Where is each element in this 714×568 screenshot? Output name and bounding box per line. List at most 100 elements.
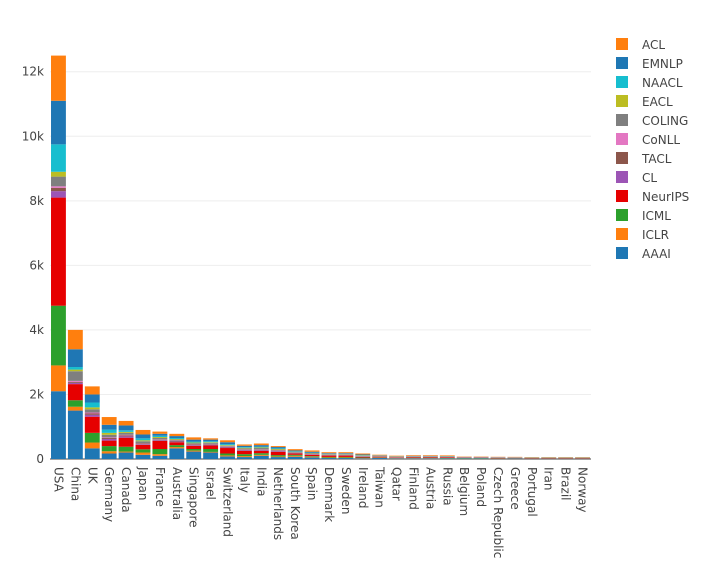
bar-segment-eacl <box>236 447 252 449</box>
bar-segment-aaai <box>372 458 388 459</box>
legend-label: NAACL <box>642 76 683 90</box>
bar-segment-acl <box>406 455 421 456</box>
bar-segment-neurips <box>186 445 202 449</box>
x-tick-label: India <box>254 467 268 496</box>
bar-segment-neurips <box>287 453 303 455</box>
bar-segment-naacl <box>236 447 252 448</box>
x-tick-label: Iran <box>542 467 556 490</box>
bar-segment-emnlp <box>203 439 219 442</box>
bar-segment-acl <box>439 455 455 457</box>
bar-segment-acl <box>135 429 151 435</box>
y-axis: 0 2k 4k 6k 8k 10k 12k <box>22 65 44 466</box>
bar-segment-cl <box>67 382 83 385</box>
bar-segment-iclr <box>304 456 320 458</box>
bar-segment-coling <box>169 439 185 441</box>
bar-segment-coling <box>253 448 269 450</box>
bar-segment-emnlp <box>67 349 83 368</box>
bar-segment-eacl <box>169 438 185 440</box>
bar-segment-neurips <box>51 197 66 306</box>
bar-segment-neurips <box>422 457 438 458</box>
bar-segment-naacl <box>67 367 83 370</box>
bar-segment-tacl <box>220 446 235 448</box>
bar-segment-conll <box>51 186 66 188</box>
bar-segment-eacl <box>186 442 202 444</box>
bar-segment-acl <box>422 455 438 456</box>
bar-segment-aaai <box>169 448 185 459</box>
bar-segment-naacl <box>186 441 202 443</box>
x-tick-label: Sweden <box>339 467 353 514</box>
bar-segment-eacl <box>203 442 219 443</box>
x-tick-label: Belgium <box>457 467 471 516</box>
bar-segment-cl <box>253 450 269 451</box>
bar-segment-eacl <box>270 448 286 450</box>
bar-segment-eacl <box>84 407 100 410</box>
bar-segment-naacl <box>169 438 185 439</box>
bar-segment-icml <box>152 448 168 455</box>
legend-label: ACL <box>642 38 665 52</box>
x-tick-label: Denmark <box>322 467 336 522</box>
bar-segment-cl <box>220 447 235 449</box>
bar-segment-coling <box>135 441 151 444</box>
bar-segment-cl <box>118 436 134 438</box>
bar-segment-aaai <box>389 458 405 459</box>
bar-segment-aaai <box>287 456 303 459</box>
x-tick-label: Portugal <box>525 467 539 517</box>
x-axis: USA China UK Germany Canada Japan France Austra… <box>51 466 589 558</box>
x-tick-label: Poland <box>474 467 488 507</box>
bar-segment-aaai <box>422 458 438 459</box>
bar-segment-tacl <box>118 435 134 437</box>
legend: ACL EMNLP NAACL EACL COLING CoNLL TACL CL NeurIP… <box>616 38 689 261</box>
bar-segment-tacl <box>101 438 117 439</box>
bar-segment-iclr <box>236 456 252 458</box>
x-tick-label: Canada <box>119 467 133 513</box>
bar-segment-emnlp <box>118 425 134 431</box>
bar-segment-eacl <box>152 437 168 439</box>
bar-segment-acl <box>203 438 219 440</box>
bar-segment-acl <box>253 443 269 446</box>
x-tick-label: USA <box>51 467 65 493</box>
bar-segment-naacl <box>84 402 100 408</box>
legend-swatch <box>616 57 628 69</box>
bar-segment-neurips <box>84 416 100 433</box>
bar-segment-emnlp <box>186 439 202 442</box>
legend-swatch <box>616 76 628 88</box>
bar-segment-acl <box>287 449 303 451</box>
bar-segment-cl <box>152 440 168 441</box>
bar-segment-emnlp <box>304 451 320 453</box>
bar-segment-aaai <box>406 458 421 459</box>
y-tick-label: 8k <box>29 194 44 208</box>
x-tick-label: Greece <box>508 467 522 510</box>
x-tick-label: Israel <box>204 467 218 500</box>
bar-segment-iclr <box>203 451 219 453</box>
legend-swatch <box>616 209 628 221</box>
x-tick-label: Austria <box>423 467 437 509</box>
bar-segment-iclr <box>101 451 117 454</box>
bar-segment-emnlp <box>355 454 371 456</box>
bar-segment-naacl <box>135 438 151 441</box>
bar-segment-acl <box>169 433 185 437</box>
bar-segment-neurips <box>135 444 151 450</box>
legend-label: TACL <box>641 152 672 166</box>
bar-segment-coling <box>152 438 168 440</box>
legend-label: CL <box>642 171 657 185</box>
x-tick-label: Switzerland <box>221 467 235 537</box>
bar-segment-tacl <box>253 449 269 451</box>
legend-swatch <box>616 95 628 107</box>
bar-segment-emnlp <box>135 434 151 439</box>
bar-segment-eacl <box>51 171 66 177</box>
bar-segment-aaai <box>67 410 83 459</box>
x-tick-label: Italy <box>237 467 251 493</box>
legend-swatch <box>616 152 628 164</box>
bar-segment-iclr <box>118 451 134 453</box>
bar-segment-neurips <box>253 450 269 454</box>
bar-segment-icml <box>287 454 303 456</box>
bar-segment-eacl <box>67 369 83 372</box>
bar-segment-icml <box>67 400 83 407</box>
bar-segment-coling <box>51 176 66 187</box>
bar-segment-eacl <box>101 432 117 435</box>
bar-segment-naacl <box>220 444 235 446</box>
bar-segment-conll <box>67 380 83 382</box>
bar-segment-icml <box>51 305 66 366</box>
bar-segment-iclr <box>220 455 235 457</box>
